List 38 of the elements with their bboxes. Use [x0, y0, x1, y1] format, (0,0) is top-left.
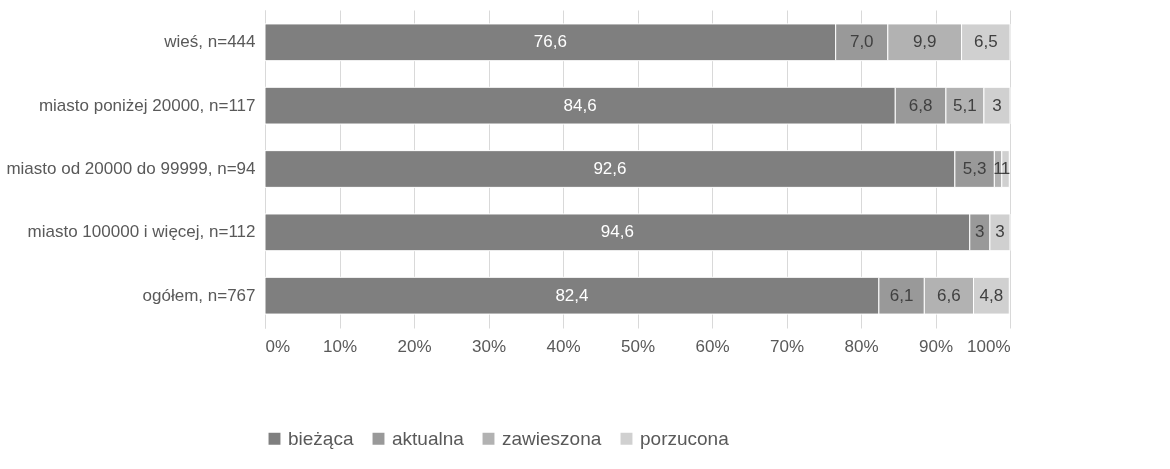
legend-label: aktualna [392, 427, 465, 449]
data-label: 5,3 [962, 159, 987, 178]
x-tick-label: 10% [322, 336, 358, 356]
y-tick-label: miasto 100000 i więcej, n=112 [27, 222, 256, 242]
data-label: 3 [992, 95, 1002, 115]
data-label: 4,8 [979, 285, 1004, 305]
x-tick-label: 70% [769, 336, 805, 356]
data-label: 6,6 [937, 285, 961, 305]
data-label: 94,6 [600, 222, 634, 242]
y-tick-label: miasto od 20000 do 99999, n=94 [6, 159, 256, 178]
legend-label: zawieszona [502, 427, 602, 449]
data-label: 76,6 [533, 32, 567, 52]
data-label: 7,0 [849, 32, 874, 52]
x-tick-label: 50% [620, 336, 656, 356]
x-tick-label: 80% [844, 336, 879, 356]
data-label: 3 [995, 222, 1005, 242]
y-tick-label: ogółem, n=767 [142, 285, 256, 305]
data-label: 6,8 [908, 95, 933, 115]
data-label: 9,9 [912, 32, 937, 52]
x-tick-label: 20% [397, 336, 432, 356]
data-label: 5,1 [953, 95, 977, 115]
data-label: 6,5 [973, 32, 998, 52]
y-tick-label: miasto poniżej 20000, n=117 [38, 95, 256, 115]
data-label: 82,4 [555, 285, 589, 305]
data-label: 6,1 [889, 285, 914, 305]
data-label: 3 [975, 222, 985, 242]
data-label: 92,6 [593, 159, 627, 178]
data-label: 84,6 [563, 95, 597, 115]
y-tick-label: wieś, n=444 [163, 32, 256, 52]
x-tick-label: 90% [918, 336, 954, 356]
x-tick-label: 40% [546, 336, 581, 356]
x-tick-label: 0% [265, 336, 291, 356]
x-tick-label: 30% [471, 336, 507, 356]
data-label: 1 [1000, 159, 1011, 178]
x-tick-label: 100% [967, 336, 1011, 356]
legend-label: porzucona [640, 427, 730, 449]
legend-label: bieżąca [288, 427, 354, 449]
x-tick-label: 60% [695, 336, 730, 356]
